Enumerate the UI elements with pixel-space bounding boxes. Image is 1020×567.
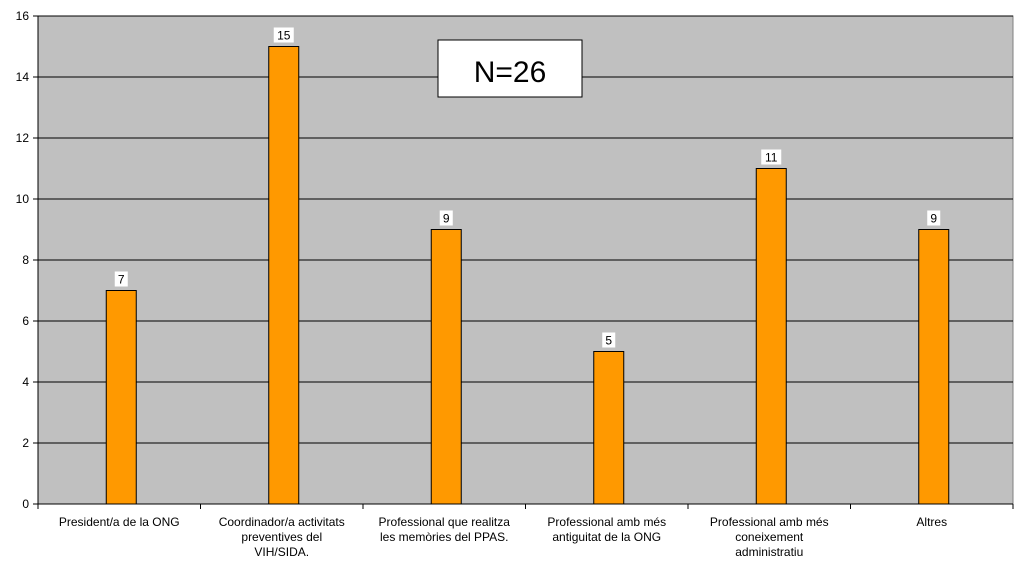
annotation-frame — [437, 39, 583, 98]
data-label-bg — [273, 27, 294, 43]
x-axis: President/a de la ONG Coordinador/a activ… — [37, 503, 1014, 559]
data-label-bg — [761, 149, 782, 165]
bar — [593, 351, 625, 505]
y-tick-label: 16 — [16, 9, 30, 23]
bar — [268, 46, 300, 505]
annotation-box: N=26 — [437, 39, 583, 98]
y-tick-label: 14 — [16, 70, 30, 84]
bar — [105, 290, 137, 505]
y-tick-label: 2 — [22, 436, 29, 450]
y-tick-label: 12 — [16, 131, 30, 145]
y-tick-label: 6 — [22, 314, 29, 328]
bar — [430, 229, 462, 505]
data-label: 7 — [118, 273, 125, 287]
y-tick-label: 10 — [16, 192, 30, 206]
x-tick-label: Coordinador/a activitats preventives del V… — [219, 515, 345, 559]
annotation-text: N=26 — [474, 56, 547, 89]
bars — [105, 46, 950, 505]
x-tick-label: Professional amb més antiguitat de la ONG — [547, 515, 666, 544]
data-label-bg — [114, 271, 128, 287]
gridlines — [38, 15, 1013, 444]
value-labels: 7 15 9 5 11 9 — [114, 27, 941, 348]
data-label-bg — [927, 210, 941, 226]
data-label: 9 — [443, 212, 450, 226]
x-tick-label: Professional que realitza les memòries de… — [379, 515, 511, 544]
x-tick-label: Professional amb més coneixement administr… — [710, 515, 829, 559]
x-tick-label: Altres — [916, 515, 947, 529]
y-tick-label: 0 — [22, 497, 29, 511]
data-label: 15 — [277, 29, 291, 43]
y-axis: 0 2 4 6 8 10 12 14 16 — [16, 9, 39, 511]
y-tick-label: 8 — [22, 253, 29, 267]
data-label: 11 — [765, 151, 778, 165]
data-label-bg — [439, 210, 453, 226]
data-label: 5 — [605, 334, 612, 348]
bar — [755, 168, 787, 505]
data-label: 9 — [930, 212, 937, 226]
x-tick-label: President/a de la ONG — [59, 515, 180, 529]
data-label-bg — [602, 332, 616, 348]
bar — [918, 229, 950, 505]
y-tick-label: 4 — [22, 375, 29, 389]
